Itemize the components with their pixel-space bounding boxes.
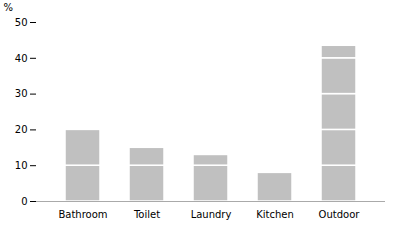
svg-text:0: 0 [21,196,27,207]
svg-text:Toilet: Toilet [133,209,160,220]
svg-text:50: 50 [15,17,28,28]
svg-text:%: % [4,2,14,13]
svg-text:40: 40 [15,53,28,64]
svg-text:Outdoor: Outdoor [319,209,361,220]
svg-text:30: 30 [15,88,28,99]
svg-text:Bathroom: Bathroom [58,209,107,220]
svg-text:Laundry: Laundry [191,209,232,220]
svg-text:20: 20 [15,124,28,135]
svg-text:10: 10 [15,160,28,171]
svg-text:Kitchen: Kitchen [256,209,294,220]
